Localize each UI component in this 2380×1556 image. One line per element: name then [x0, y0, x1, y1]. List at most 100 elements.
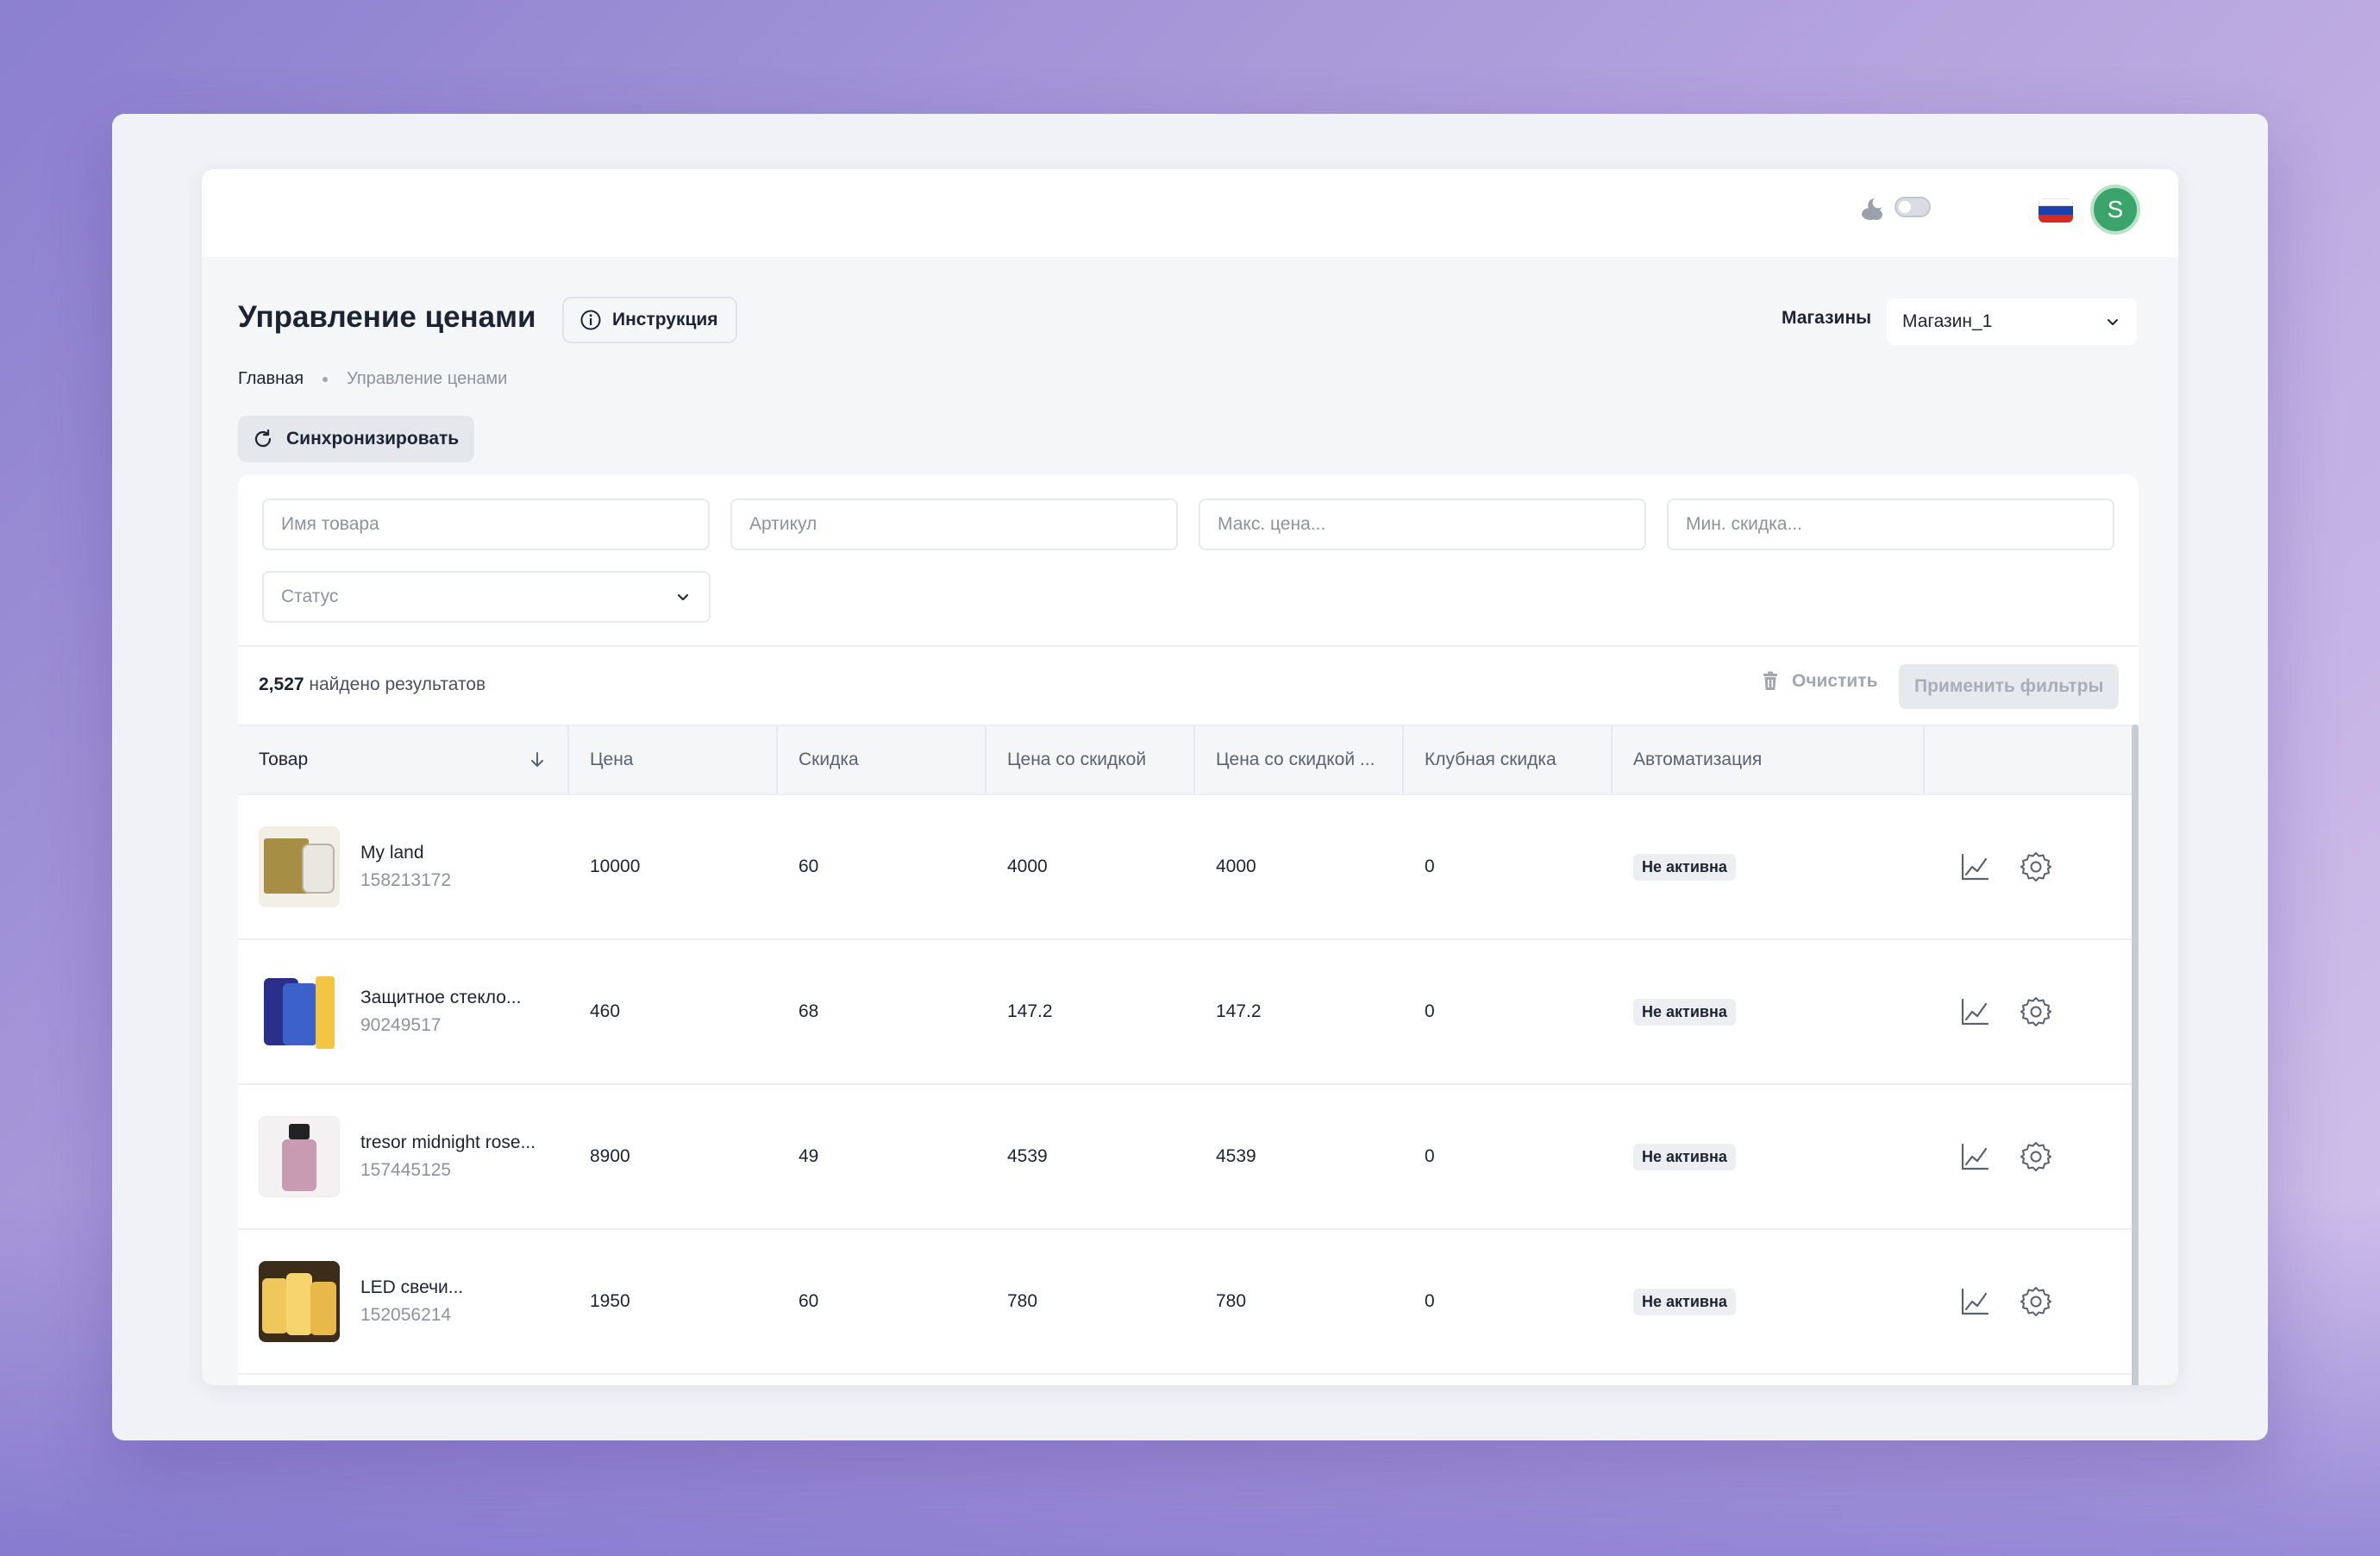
top-bar: S — [202, 169, 2178, 257]
products-table: Товар Цена Скидка Цена со скидкой Цена с… — [238, 725, 2139, 1375]
theme-toggle[interactable] — [1895, 197, 1931, 217]
status-badge: Не активна — [1633, 1143, 1736, 1170]
chart-line-icon[interactable] — [1959, 1141, 1990, 1172]
discounted-price-cell: 4539 — [1007, 1146, 1048, 1166]
status-badge: Не активна — [1633, 1288, 1736, 1315]
table-row[interactable]: Защитное стекло... 90249517 460 68 147.2… — [238, 940, 2139, 1085]
product-sku: 152056214 — [360, 1305, 452, 1325]
product-name: Защитное стекло... — [360, 988, 522, 1007]
product-cell: tresor midnight rose... 157445125 — [238, 1085, 569, 1228]
sync-label: Синхронизировать — [286, 429, 460, 449]
automation-cell: Не активна — [1613, 940, 1925, 1083]
gear-icon[interactable] — [2020, 995, 2052, 1028]
min-discount-input[interactable]: Мин. скидка... — [1667, 499, 2114, 550]
product-thumbnail[interactable] — [259, 1261, 340, 1342]
product-cell: LED свечи... 152056214 — [238, 1230, 569, 1373]
results-count: 2,527 найдено результатов — [259, 674, 485, 695]
table-header: Товар Цена Скидка Цена со скидкой Цена с… — [238, 725, 2139, 795]
apply-filters-button[interactable]: Применить фильтры — [1899, 664, 2120, 709]
column-header-actions — [1925, 726, 2132, 794]
arrow-down-icon[interactable] — [528, 750, 547, 769]
chevron-down-icon — [678, 594, 688, 600]
product-thumbnail[interactable] — [259, 971, 340, 1052]
discounted-price-2-cell: 780 — [1216, 1291, 1247, 1311]
column-label: Цена — [590, 750, 634, 769]
club-discount-cell: 0 — [1425, 856, 1435, 876]
browser-frame: S Управление ценами Инструкция Магазины … — [112, 114, 2268, 1440]
instruction-button[interactable]: Инструкция — [562, 297, 737, 343]
gear-icon[interactable] — [2020, 1285, 2052, 1318]
results-text: найдено результатов — [309, 674, 486, 694]
discounted-price-cell: 147.2 — [1007, 1001, 1053, 1021]
price-cell: 1950 — [590, 1291, 630, 1311]
breadcrumb-separator — [323, 376, 329, 382]
column-header-discount[interactable]: Скидка — [778, 726, 986, 794]
sync-button[interactable]: Синхронизировать — [238, 416, 475, 462]
product-cell: Защитное стекло... 90249517 — [238, 940, 569, 1083]
column-header-discounted-price-2[interactable]: Цена со скидкой ... — [1195, 726, 1404, 794]
price-cell: 10000 — [590, 856, 641, 876]
table-row[interactable]: tresor midnight rose... 157445125 8900 4… — [238, 1085, 2139, 1230]
table-row[interactable]: LED свечи... 152056214 1950 60 780 780 0… — [238, 1230, 2139, 1375]
discounted-price-cell: 4000 — [1007, 856, 1048, 876]
article-input[interactable]: Артикул — [730, 499, 1178, 550]
discounted-price-cell: 780 — [1007, 1291, 1038, 1311]
column-header-price[interactable]: Цена — [569, 726, 778, 794]
product-thumbnail[interactable] — [259, 1116, 340, 1197]
table-row[interactable]: My land 158213172 10000 60 4000 4000 0 Н… — [238, 795, 2139, 940]
breadcrumb-home[interactable]: Главная — [238, 369, 304, 388]
max-price-input[interactable]: Макс. цена... — [1199, 499, 1646, 550]
trash-icon — [1763, 671, 1777, 690]
discounted-price-2-cell: 4000 — [1216, 856, 1256, 876]
discount-cell: 49 — [799, 1146, 819, 1166]
product-sku: 157445125 — [360, 1160, 452, 1180]
breadcrumb-current: Управление ценами — [347, 369, 508, 388]
status-select[interactable]: Статус — [262, 571, 711, 623]
column-label: Цена со скидкой — [1007, 750, 1147, 769]
russia-flag-icon[interactable] — [2039, 198, 2073, 223]
product-name: My land — [360, 843, 424, 863]
product-sku: 90249517 — [360, 1015, 442, 1035]
gear-icon[interactable] — [2020, 1140, 2052, 1173]
price-cell: 8900 — [590, 1146, 630, 1166]
filters-panel: Имя товара Артикул Макс. цена... Мин. ск… — [238, 474, 2139, 623]
column-header-club-discount[interactable]: Клубная скидка — [1404, 726, 1613, 794]
discount-cell: 68 — [799, 1001, 819, 1021]
column-label: Клубная скидка — [1425, 750, 1556, 769]
clear-button[interactable]: Очистить — [1761, 671, 1878, 692]
automation-cell: Не активна — [1613, 1085, 1925, 1228]
club-discount-cell: 0 — [1425, 1291, 1435, 1311]
product-name-input[interactable]: Имя товара — [262, 499, 710, 550]
chart-line-icon[interactable] — [1959, 1286, 1990, 1317]
chevron-down-icon — [2108, 319, 2118, 325]
avatar[interactable]: S — [2090, 185, 2140, 235]
results-number: 2,527 — [259, 674, 304, 694]
club-discount-cell: 0 — [1425, 1146, 1435, 1166]
moon-cloud-icon[interactable] — [1857, 193, 1888, 224]
actions-cell — [1925, 1230, 2132, 1373]
status-badge: Не активна — [1633, 998, 1736, 1026]
product-sku: 158213172 — [360, 870, 452, 890]
column-header-discounted-price[interactable]: Цена со скидкой — [986, 726, 1195, 794]
app-window: S Управление ценами Инструкция Магазины … — [202, 169, 2178, 1385]
column-header-automation[interactable]: Автоматизация — [1613, 726, 1925, 794]
store-selected-value: Магазин_1 — [1902, 311, 1993, 331]
column-label: Автоматизация — [1633, 750, 1763, 769]
stores-label: Магазины — [1782, 308, 1872, 328]
column-label: Товар — [259, 750, 309, 769]
chart-line-icon[interactable] — [1959, 851, 1990, 882]
chart-line-icon[interactable] — [1959, 996, 1990, 1027]
status-placeholder: Статус — [281, 587, 339, 606]
store-select[interactable]: Магазин_1 — [1887, 298, 2137, 345]
discount-cell: 60 — [799, 1291, 819, 1311]
automation-cell: Не активна — [1613, 795, 1925, 938]
column-header-product[interactable]: Товар — [238, 726, 569, 794]
refresh-icon — [254, 429, 272, 448]
table-scrollbar[interactable] — [2132, 725, 2139, 1385]
product-thumbnail[interactable] — [259, 826, 340, 907]
column-label: Цена со скидкой ... — [1216, 750, 1375, 769]
breadcrumb: Главная Управление ценами — [238, 369, 507, 389]
gear-icon[interactable] — [2020, 850, 2052, 883]
product-cell: My land 158213172 — [238, 795, 569, 938]
actions-cell — [1925, 795, 2132, 938]
